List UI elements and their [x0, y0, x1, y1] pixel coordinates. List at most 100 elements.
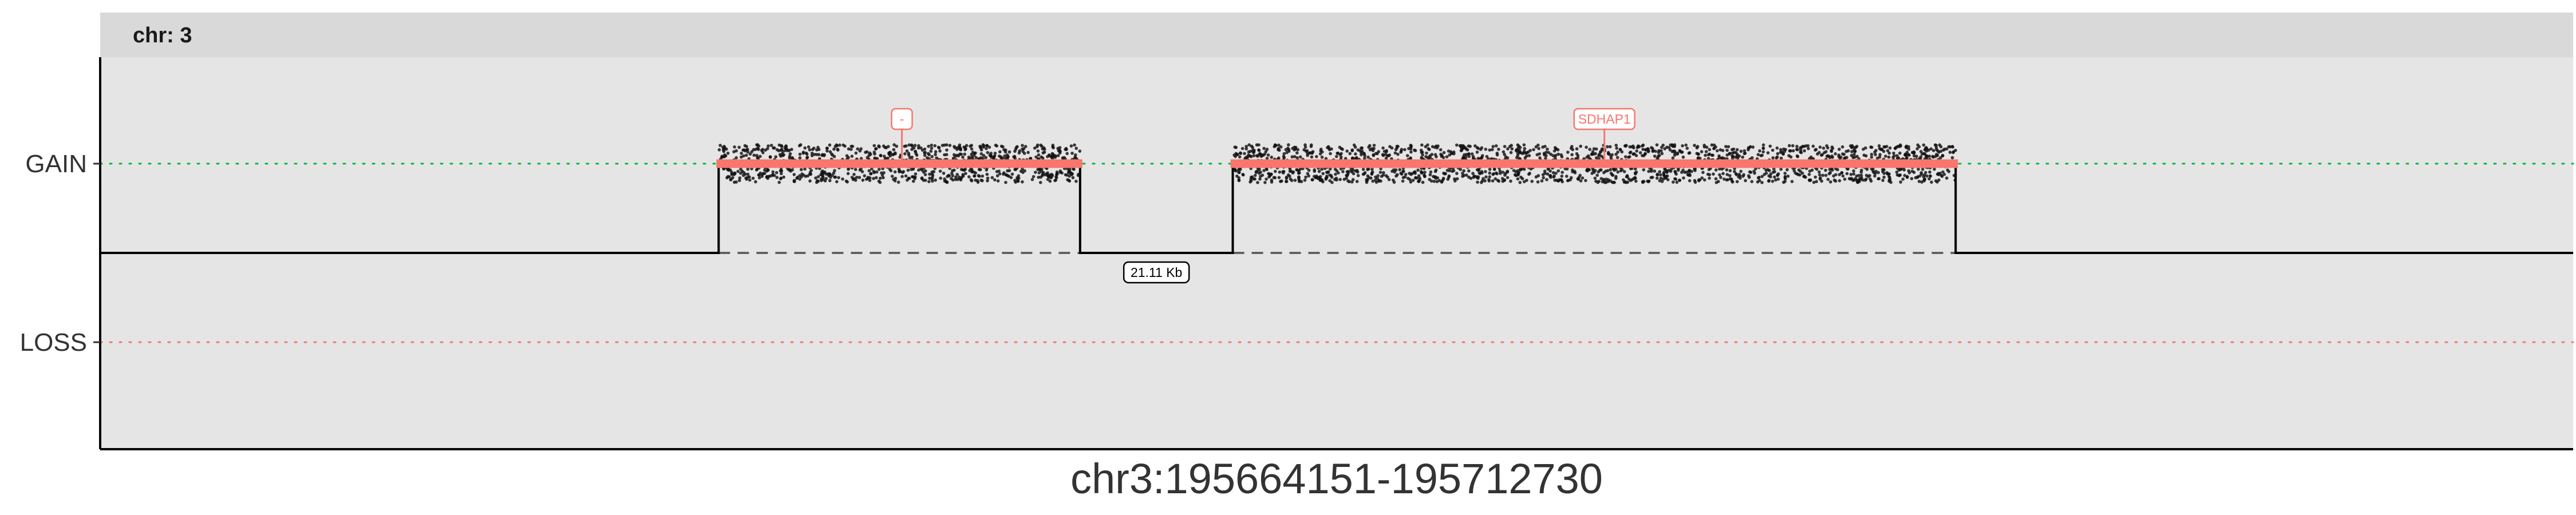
probe-point: [894, 176, 898, 180]
probe-point: [961, 173, 965, 176]
probe-point: [1068, 175, 1071, 178]
probe-point: [1244, 145, 1248, 148]
probe-point: [1609, 154, 1613, 159]
probe-point: [912, 175, 916, 179]
probe-point: [788, 152, 792, 156]
probe-point: [1695, 146, 1699, 150]
probe-point: [1836, 168, 1839, 172]
probe-point: [1023, 169, 1026, 173]
probe-point: [979, 152, 983, 156]
probe-point: [1615, 156, 1619, 160]
probe-point: [1270, 156, 1273, 159]
probe-point: [1757, 176, 1761, 179]
probe-point: [1912, 151, 1916, 155]
probe-point: [1277, 143, 1281, 147]
probe-point: [1588, 148, 1591, 151]
probe-point: [788, 168, 792, 172]
probe-point: [1514, 173, 1518, 177]
probe-point: [1440, 180, 1444, 184]
probe-point: [1904, 145, 1908, 149]
probe-point: [1877, 144, 1881, 148]
probe-point: [1510, 144, 1513, 147]
probe-point: [1599, 154, 1603, 158]
probe-point: [1758, 149, 1761, 153]
probe-point: [1705, 145, 1709, 149]
probe-point: [867, 169, 871, 173]
probe-point: [1249, 149, 1253, 153]
probe-point: [1941, 153, 1945, 157]
probe-point: [772, 146, 775, 150]
probe-point: [1537, 146, 1540, 150]
probe-point: [1735, 180, 1739, 184]
probe-point: [1614, 144, 1618, 147]
probe-point: [1693, 180, 1697, 184]
probe-point: [1825, 144, 1828, 148]
probe-point: [910, 143, 914, 147]
probe-point: [1509, 179, 1512, 183]
probe-point: [1701, 171, 1705, 175]
probe-point: [1849, 173, 1853, 176]
probe-point: [733, 145, 736, 149]
probe-point: [859, 147, 863, 150]
probe-point: [1330, 181, 1334, 184]
probe-point: [1888, 176, 1891, 180]
probe-point: [1743, 149, 1747, 153]
probe-point: [742, 154, 745, 158]
probe-point: [1708, 176, 1711, 180]
probe-point: [900, 175, 904, 179]
probe-point: [1461, 155, 1465, 159]
probe-point: [1899, 180, 1902, 184]
probe-point: [1700, 176, 1704, 180]
probe-point: [1428, 173, 1432, 177]
probe-point: [990, 156, 993, 159]
probe-point: [1786, 175, 1790, 178]
probe-point: [1573, 171, 1577, 175]
probe-point: [1382, 149, 1386, 153]
probe-point: [722, 149, 726, 153]
gene-label-box: [1573, 108, 1635, 130]
probe-point: [1244, 147, 1248, 150]
probe-point: [934, 150, 938, 154]
probe-point: [1673, 177, 1677, 181]
probe-point: [1394, 148, 1398, 152]
probe-point: [1555, 147, 1558, 151]
probe-point: [751, 176, 755, 180]
probe-point: [1484, 175, 1488, 179]
probe-point: [1281, 171, 1285, 175]
probe-point: [1730, 180, 1735, 184]
probe-point: [969, 144, 972, 148]
probe-point: [927, 180, 931, 184]
probe-point: [1795, 145, 1799, 148]
probe-point: [1548, 169, 1552, 173]
probe-point: [1923, 173, 1926, 177]
probe-point: [1834, 173, 1838, 177]
probe-point: [1272, 176, 1276, 180]
probe-point: [943, 179, 947, 183]
probe-point: [1014, 180, 1017, 184]
probe-point: [1428, 154, 1432, 158]
probe-point: [1532, 148, 1535, 152]
probe-point: [974, 156, 978, 160]
probe-point: [1056, 154, 1060, 157]
probe-point: [1915, 147, 1919, 150]
probe-point: [1652, 149, 1655, 153]
probe-point: [745, 153, 748, 157]
probe-point: [799, 143, 803, 146]
probe-point: [798, 156, 802, 160]
probe-point: [1461, 144, 1465, 148]
probe-point: [1647, 179, 1651, 183]
probe-point: [1852, 172, 1856, 176]
probe-point: [1528, 172, 1531, 175]
probe-point: [782, 175, 785, 179]
probe-point: [1615, 146, 1618, 150]
probe-point: [1751, 145, 1755, 149]
probe-point: [1243, 152, 1246, 156]
probe-point: [1279, 180, 1282, 183]
probe-point: [1630, 178, 1634, 181]
probe-point: [1953, 179, 1957, 182]
probe-point: [1352, 168, 1355, 172]
probe-point: [826, 172, 830, 176]
probe-point: [832, 171, 836, 175]
probe-point: [1606, 145, 1609, 149]
probe-point: [1491, 148, 1494, 152]
